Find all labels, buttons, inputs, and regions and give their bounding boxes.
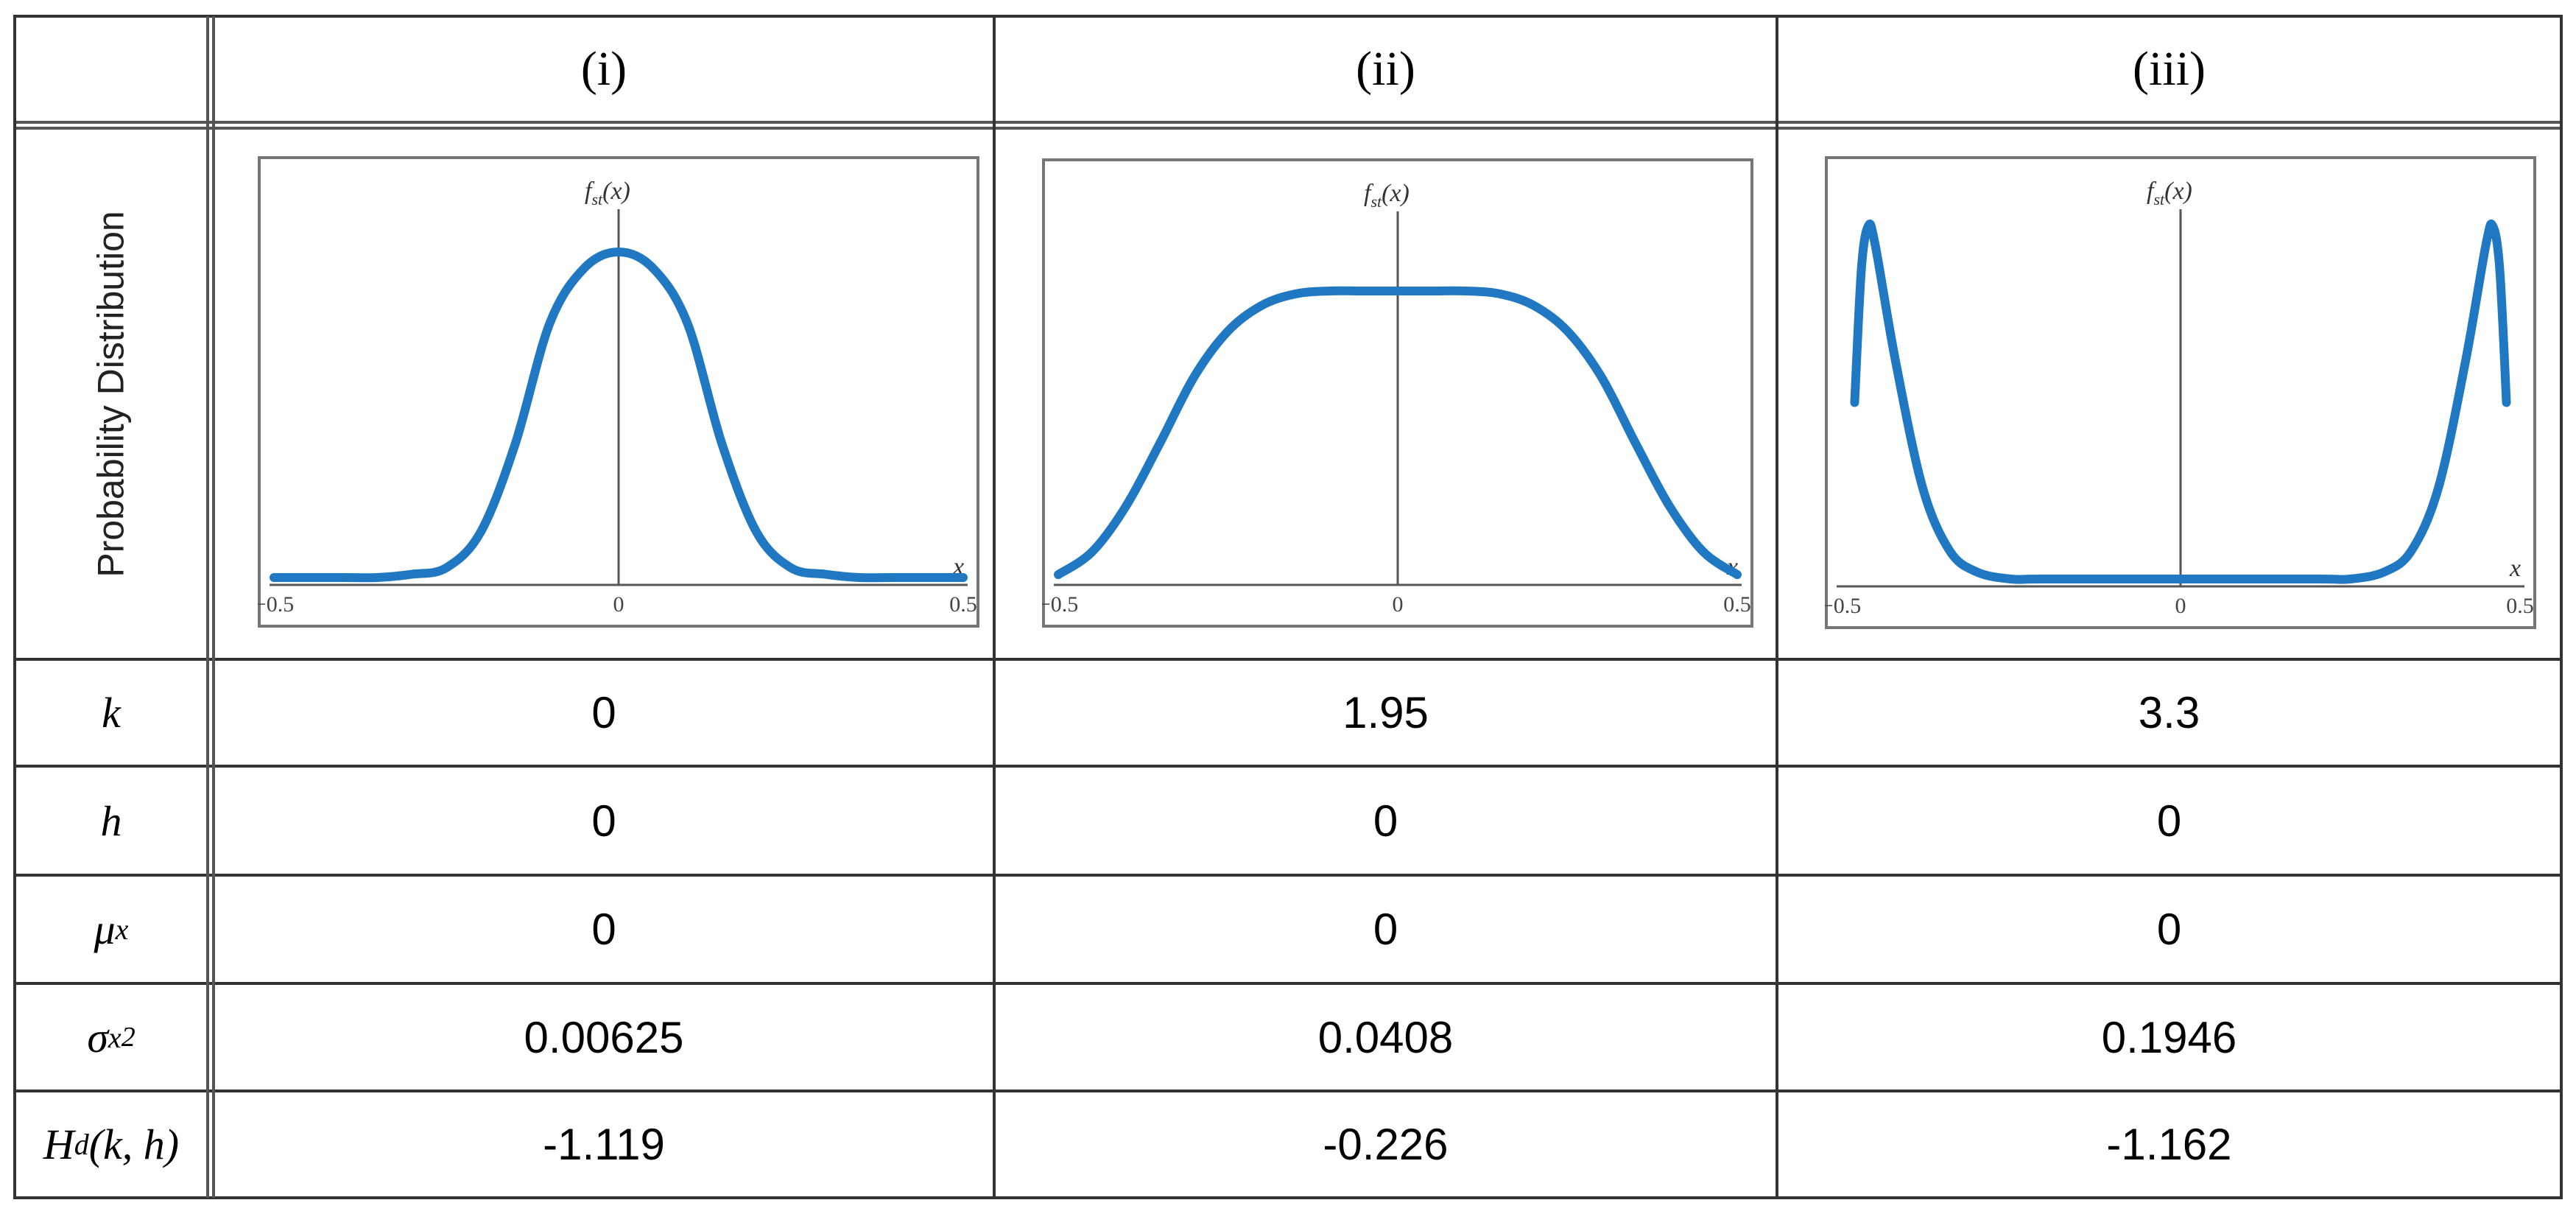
table-cell: 0 bbox=[2156, 905, 2182, 954]
symbol-base: k bbox=[102, 689, 121, 737]
table-cell: -1.119 bbox=[543, 1120, 665, 1169]
table-right-border bbox=[2560, 16, 2563, 1198]
row-border bbox=[13, 1090, 2563, 1092]
table-left-border bbox=[13, 16, 16, 1198]
y-axis-label: fst(x) bbox=[1364, 180, 1410, 211]
distribution-plot: fst(x)x−0.5 0 0.5 bbox=[258, 156, 979, 628]
y-axis-label: fst(x) bbox=[2147, 178, 2192, 208]
symbol-superscript: 2 bbox=[121, 1022, 136, 1053]
table-cell: 0 bbox=[2156, 796, 2182, 846]
row-label-probability-distribution: Probability Distribution bbox=[16, 130, 206, 658]
distribution-curve bbox=[1850, 220, 2511, 584]
label-column-separator bbox=[206, 16, 215, 1198]
column-header: (iii) bbox=[2133, 42, 2206, 96]
x-tick-label: 0 bbox=[2175, 594, 2186, 618]
distribution-curve bbox=[270, 248, 968, 583]
x-tick-label: 0 bbox=[613, 592, 624, 617]
symbol-base: H bbox=[43, 1120, 74, 1168]
row-border bbox=[13, 658, 2563, 661]
table-top-border bbox=[13, 15, 2563, 18]
row-label-text: Probability Distribution bbox=[91, 210, 132, 578]
table-cell: 0.0408 bbox=[1317, 1012, 1454, 1062]
x-tick-label: −0.5 bbox=[258, 592, 294, 617]
table-cell: 0 bbox=[1373, 905, 1398, 954]
table-cell: 1.95 bbox=[1342, 688, 1429, 737]
symbol-subscript: d bbox=[74, 1128, 89, 1161]
row-border bbox=[13, 874, 2563, 877]
column-header: (i) bbox=[580, 42, 627, 96]
table-cell: 0 bbox=[591, 905, 616, 954]
distribution-plot: fst(x) x −0.5 0 0.5 bbox=[1825, 156, 2536, 629]
x-tick-label: 0.5 bbox=[949, 592, 977, 617]
row-label-k: k bbox=[16, 661, 206, 765]
distribution-curve bbox=[1054, 286, 1742, 580]
symbol-base: h bbox=[100, 796, 122, 845]
table-cell: 0 bbox=[591, 688, 616, 737]
table-cell: -1.162 bbox=[2106, 1120, 2232, 1169]
table-cell: 0 bbox=[591, 796, 616, 846]
y-axis-label: fst(x) bbox=[585, 178, 630, 208]
column-separator bbox=[993, 16, 996, 1198]
table-cell: 3.3 bbox=[2138, 688, 2200, 737]
x-tick-label: 0.5 bbox=[1723, 592, 1751, 617]
x-tick-label: −0.5 bbox=[1825, 594, 1861, 618]
symbol-args: (k, h) bbox=[88, 1120, 180, 1168]
distribution-plot: fst(x)x−0.5 0 0.5 bbox=[1042, 158, 1753, 628]
column-header: (ii) bbox=[1356, 42, 1415, 96]
header-separator bbox=[13, 121, 2563, 130]
column-separator bbox=[1776, 16, 1778, 1198]
x-axis-label: x bbox=[2509, 555, 2521, 582]
x-tick-label: −0.5 bbox=[1042, 592, 1078, 617]
table-cell: 0.00625 bbox=[524, 1012, 684, 1062]
x-tick-label: 0.5 bbox=[2506, 594, 2534, 618]
row-border bbox=[13, 765, 2563, 768]
symbol-base: σ bbox=[87, 1013, 108, 1062]
row-label-h: h bbox=[16, 768, 206, 874]
symbol-subscript: x bbox=[108, 1020, 122, 1054]
table-cell: 0.1946 bbox=[2101, 1012, 2237, 1062]
symbol-subscript: x bbox=[115, 913, 129, 946]
symbol-base: μ bbox=[94, 905, 116, 953]
x-tick-label: 0 bbox=[1393, 592, 1404, 617]
table-cell: -0.226 bbox=[1323, 1120, 1449, 1169]
table-bottom-border bbox=[13, 1196, 2563, 1199]
table-cell: 0 bbox=[1373, 796, 1398, 846]
row-border bbox=[13, 982, 2563, 985]
